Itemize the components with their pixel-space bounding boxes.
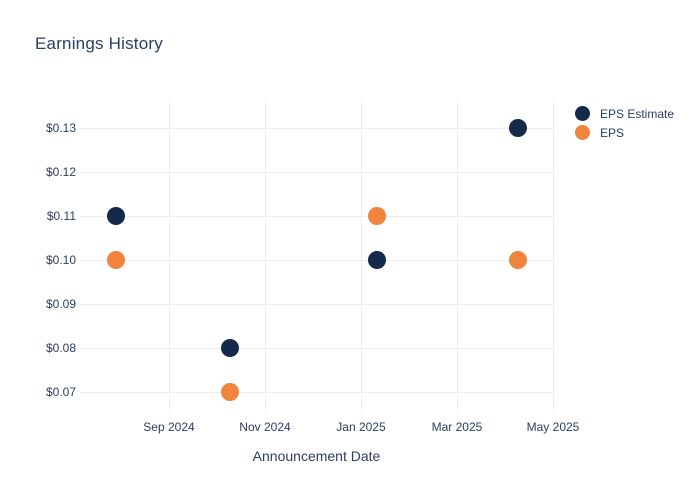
data-point-eps-estimate[interactable] — [367, 250, 386, 269]
vertical-gridline — [264, 98, 266, 413]
data-point-eps-estimate[interactable] — [509, 118, 527, 137]
horizontal-gridline — [80, 303, 553, 305]
horizontal-gridline — [80, 215, 553, 217]
legend-label: EPS — [600, 125, 625, 140]
horizontal-gridline — [80, 171, 553, 173]
chart-title: Earnings History — [35, 34, 163, 53]
x-tick-label: Sep 2024 — [143, 420, 195, 434]
legend-marker-eps — [575, 125, 590, 140]
y-tick-label: $0.07 — [45, 384, 76, 399]
y-tick-label: $0.12 — [45, 164, 76, 179]
horizontal-gridline — [80, 347, 553, 349]
horizontal-gridline — [80, 259, 553, 261]
legend-label: EPS Estimate — [600, 106, 675, 121]
y-tick-label: $0.13 — [45, 120, 76, 135]
x-tick-label: Jan 2025 — [336, 420, 386, 434]
y-tick-label: $0.08 — [45, 340, 76, 355]
x-axis-title: Announcement Date — [252, 448, 381, 464]
legend-marker-eps-estimate — [575, 106, 590, 121]
vertical-gridline — [553, 98, 554, 413]
data-point-eps[interactable] — [509, 250, 527, 269]
horizontal-gridline — [80, 391, 553, 393]
x-tick-label: Nov 2024 — [239, 420, 291, 434]
horizontal-gridline — [80, 127, 553, 129]
legend-item-eps-estimate[interactable]: EPS Estimate — [572, 104, 674, 123]
data-point-eps[interactable] — [107, 250, 125, 269]
legend: EPS Estimate EPS — [572, 104, 674, 142]
y-tick-label: $0.10 — [45, 252, 76, 267]
vertical-gridline — [168, 98, 170, 413]
y-tick-label: $0.11 — [46, 208, 76, 223]
vertical-gridline — [360, 98, 362, 413]
vertical-gridline — [456, 98, 458, 413]
x-tick-label: Mar 2025 — [431, 420, 483, 434]
data-point-eps[interactable] — [367, 206, 386, 225]
data-point-eps-estimate[interactable] — [221, 338, 239, 357]
legend-item-eps[interactable]: EPS — [572, 123, 674, 142]
data-point-eps[interactable] — [221, 382, 239, 401]
x-tick-label: May 2025 — [526, 420, 580, 434]
y-tick-label: $0.09 — [45, 296, 76, 311]
data-point-eps-estimate[interactable] — [107, 206, 125, 225]
plot-area[interactable] — [80, 98, 554, 413]
